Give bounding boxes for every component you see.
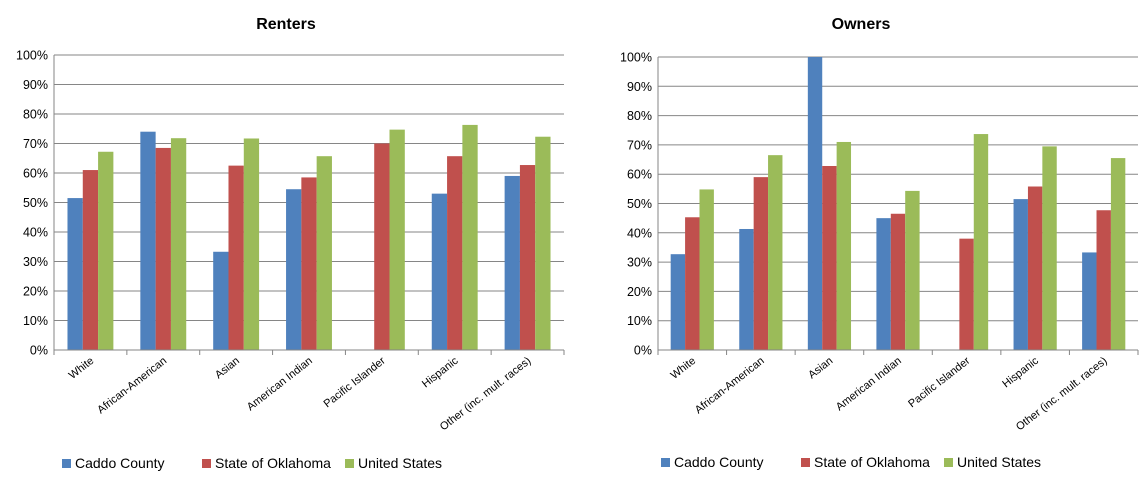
renters-y-tick-label: 30% [23,255,48,269]
renters-bar-state-of-oklahoma [301,177,317,350]
renters-bar-caddo-county [140,131,156,350]
owners-y-tick-label: 50% [627,197,652,211]
owners-legend-swatch [944,458,953,467]
renters-legend-label: State of Oklahoma [215,455,331,471]
owners-bar-state-of-oklahoma [1027,186,1043,350]
renters-bar-caddo-county [67,198,83,350]
owners-bar-united-states [836,141,852,350]
owners-legend-label: Caddo County [674,454,764,470]
renters-bar-state-of-oklahoma [447,156,463,350]
renters-y-tick-label: 20% [23,285,48,299]
owners-bar-caddo-county [807,57,823,350]
owners-bar-caddo-county [739,228,754,350]
owners-bar-united-states [768,155,783,350]
owners-y-tick-label: 90% [627,80,652,94]
renters-y-tick-label: 0% [30,344,48,358]
owners-category-label: American Indian [834,355,904,413]
renters-y-tick-label: 90% [23,78,48,92]
renters-bar-state-of-oklahoma [374,143,390,350]
renters-y-tick-label: 60% [23,167,48,181]
renters-bar-caddo-county [431,193,448,350]
renters-y-tick-label: 10% [23,314,48,328]
owners-y-tick-label: 70% [627,138,652,152]
owners-category-label: White [669,355,699,382]
owners-bar-united-states [1110,158,1126,350]
renters-y-tick-label: 50% [23,196,48,210]
renters-bar-state-of-oklahoma [519,165,536,350]
owners-bar-state-of-oklahoma [890,213,906,350]
renters-bar-united-states [535,136,551,350]
owners-y-tick-label: 80% [627,109,652,123]
renters-legend-label: Caddo County [75,455,165,471]
owners-y-tick-label: 100% [620,51,652,65]
owners-bar-united-states [699,189,714,350]
owners-bar-state-of-oklahoma [685,217,700,350]
renters-bar-caddo-county [504,175,520,350]
owners-bar-state-of-oklahoma [959,238,974,350]
owners-bar-caddo-county [1013,199,1028,350]
owners-y-tick-label: 60% [627,168,652,182]
renters-bar-caddo-county [213,251,229,350]
renters-y-tick-label: 70% [23,137,48,151]
owners-category-label: Hispanic [1000,355,1041,391]
owners-legend-label: State of Oklahoma [814,454,930,470]
owners-y-tick-label: 10% [627,314,652,328]
owners-category-label: Asian [806,355,835,381]
owners-bar-state-of-oklahoma [1096,210,1111,350]
renters-bar-state-of-oklahoma [82,170,99,350]
renters-legend-swatch [202,459,211,468]
owners-category-label: African-American [693,355,767,416]
renters-legend-label: United States [358,455,442,471]
owners-legend-swatch [661,458,670,467]
owners-bar-united-states [1042,146,1057,350]
owners-bar-caddo-county [1082,252,1097,350]
owners-bar-caddo-county [876,218,891,350]
owners-chart-title: Owners [832,16,891,33]
renters-legend-swatch [62,459,71,468]
renters-y-tick-label: 100% [16,49,48,63]
renters-bar-united-states [98,151,114,350]
renters-bar-united-states [462,124,478,350]
owners-bar-united-states [973,134,989,350]
renters-bar-united-states [316,156,332,350]
owners-legend-swatch [801,458,810,467]
owners-bar-united-states [905,190,920,350]
owners-bar-state-of-oklahoma [822,165,837,350]
renters-bar-state-of-oklahoma [228,165,244,350]
owners-bar-caddo-county [670,254,686,350]
owners-y-tick-label: 0% [634,344,652,358]
renters-bar-united-states [170,138,187,350]
renters-bar-caddo-county [286,189,302,350]
owners-y-tick-label: 30% [627,256,652,270]
owners-y-tick-label: 40% [627,226,652,240]
owners-category-label: Pacific Islander [906,355,972,411]
owners-y-tick-label: 20% [627,285,652,299]
renters-bar-united-states [243,138,260,350]
renters-bar-united-states [389,129,405,350]
owners-bar-state-of-oklahoma [753,177,769,350]
renters-chart-title: Renters [256,16,316,33]
renters-y-tick-label: 40% [23,226,48,240]
owners-legend-label: United States [957,454,1041,470]
renters-legend-swatch [345,459,354,468]
renters-y-tick-label: 80% [23,108,48,122]
renters-bar-state-of-oklahoma [155,147,171,350]
